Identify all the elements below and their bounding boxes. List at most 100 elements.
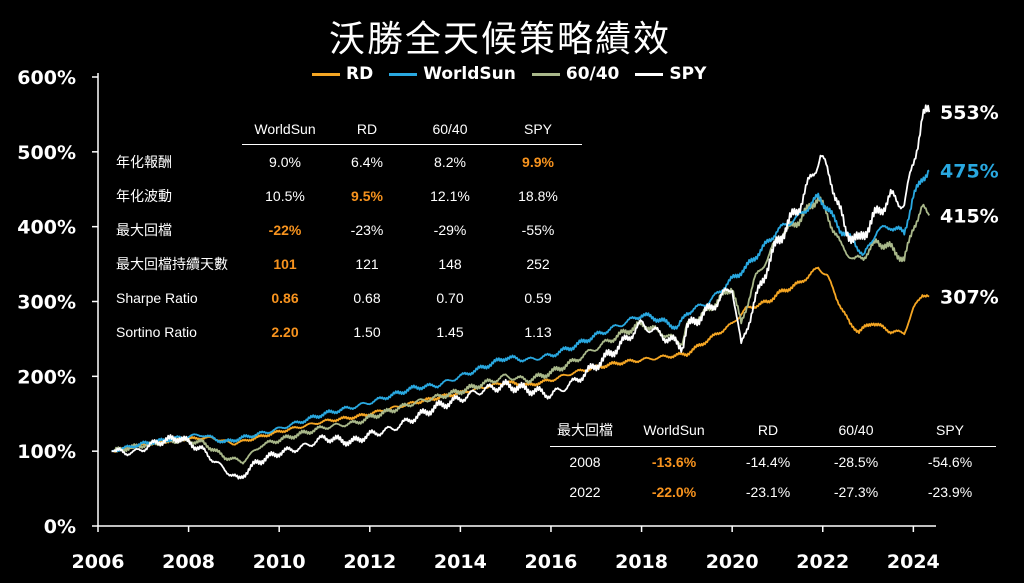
x-tick-label: 2010 <box>253 551 306 573</box>
legend-label-rd: RD <box>346 64 374 84</box>
drawdown-cell: -54.6% <box>927 454 973 470</box>
x-tick-label: 2016 <box>525 551 578 573</box>
stats-cell-highlight: 101 <box>273 256 297 272</box>
stats-cell-highlight: 9.9% <box>522 154 554 170</box>
drawdown-cell: -23.9% <box>927 484 973 500</box>
stats-cell: 18.8% <box>518 188 558 204</box>
stats-row: Sharpe Ratio 0.86 0.68 0.70 0.59 <box>106 281 582 315</box>
stats-cell: 10.5% <box>265 188 305 204</box>
drawdown-row-label: 2008 <box>569 454 601 470</box>
stats-cell: 1.50 <box>353 324 381 340</box>
stats-row-label: 年化波動 <box>116 188 172 204</box>
stats-cell-highlight: 0.86 <box>271 290 299 306</box>
stats-cell: -23% <box>350 222 384 238</box>
drawdown-corner: 最大回檔 <box>550 418 620 447</box>
stats-row-label: 最大回檔持續天數 <box>116 256 228 272</box>
drawdown-cell: -23.1% <box>745 484 791 500</box>
stats-cell: 1.13 <box>524 324 552 340</box>
x-tick-label: 2022 <box>796 551 849 573</box>
end-label-6040: 415% <box>940 205 999 227</box>
stats-cell: 6.4% <box>351 154 383 170</box>
stats-cell: -55% <box>521 222 555 238</box>
legend-item-worldsun: WorldSun <box>389 64 516 84</box>
stats-cell: 0.68 <box>353 290 381 306</box>
y-tick-label: 100% <box>17 441 76 463</box>
stats-cell-highlight: 9.5% <box>351 188 383 204</box>
stats-cell: 252 <box>526 256 550 272</box>
stats-cell: 12.1% <box>430 188 470 204</box>
stats-header: SPY <box>494 120 582 145</box>
legend-swatch-6040 <box>531 72 560 76</box>
drawdown-header-row: 最大回檔 WorldSun RD 60/40 SPY <box>550 418 996 447</box>
stats-row: 年化報酬 9.0% 6.4% 8.2% 9.9% <box>106 145 582 180</box>
stats-row: 最大回檔 -22% -23% -29% -55% <box>106 213 582 247</box>
stats-row-label: 年化報酬 <box>116 153 172 170</box>
stats-header: RD <box>328 120 406 145</box>
drawdown-header: SPY <box>904 418 996 447</box>
stats-cell: -29% <box>433 222 467 238</box>
legend-swatch-worldsun <box>389 72 418 76</box>
end-label-rd: 307% <box>940 286 999 308</box>
series-line-worldsun <box>111 169 930 453</box>
x-tick-label: 2020 <box>706 551 759 573</box>
stats-row: Sortino Ratio 2.20 1.50 1.45 1.13 <box>106 315 582 349</box>
drawdown-cell: -28.5% <box>833 454 879 470</box>
drawdown-cell: -27.3% <box>833 484 879 500</box>
stats-cell: 148 <box>438 256 462 272</box>
stats-header: 60/40 <box>406 120 494 145</box>
x-tick-label: 2024 <box>887 551 940 573</box>
drawdown-cell-highlight: -22.0% <box>651 484 697 500</box>
drawdown-header: WorldSun <box>620 418 728 447</box>
stats-cell: 9.0% <box>269 154 301 170</box>
stats-cell: 8.2% <box>434 154 466 170</box>
stats-cell: 1.45 <box>436 324 464 340</box>
y-tick-label: 500% <box>17 142 76 164</box>
y-tick-label: 200% <box>17 366 76 388</box>
stats-cell: 0.59 <box>524 290 552 306</box>
drawdown-cell-highlight: -13.6% <box>651 454 697 470</box>
stats-cell-highlight: -22% <box>268 222 302 238</box>
stats-row: 最大回檔持續天數 101 121 148 252 <box>106 247 582 281</box>
y-tick-label: 300% <box>17 292 76 314</box>
drawdown-header: 60/40 <box>808 418 904 447</box>
stats-header-row: WorldSun RD 60/40 SPY <box>106 120 582 145</box>
legend-label-6040: 60/40 <box>565 64 620 84</box>
x-tick-label: 2014 <box>434 551 487 573</box>
series-line-6040 <box>111 194 930 465</box>
x-tick-label: 2006 <box>72 551 125 573</box>
x-tick-label: 2012 <box>343 551 396 573</box>
drawdown-header: RD <box>728 418 808 447</box>
y-tick-label: 400% <box>17 217 76 239</box>
series-line-spy <box>111 104 931 480</box>
legend-swatch-spy <box>635 72 664 76</box>
x-tick-label: 2008 <box>162 551 215 573</box>
legend: RD WorldSun 60/40 SPY <box>312 64 706 84</box>
stats-row-label: Sharpe Ratio <box>116 290 198 306</box>
stats-row-label: 最大回檔 <box>116 222 172 238</box>
chart-title: 沃勝全天候策略績效 <box>328 19 671 60</box>
drawdown-cell: -14.4% <box>745 454 791 470</box>
stats-row-label: Sortino Ratio <box>116 324 197 340</box>
stats-cell-highlight: 2.20 <box>271 324 299 340</box>
y-tick-label: 0% <box>44 516 76 538</box>
end-label-spy: 553% <box>940 102 999 124</box>
drawdown-row: 2022 -22.0% -23.1% -27.3% -23.9% <box>550 477 996 507</box>
legend-label-spy: SPY <box>669 64 707 84</box>
drawdown-table: 最大回檔 WorldSun RD 60/40 SPY 2008 -13.6% -… <box>550 418 996 507</box>
y-tick-label: 600% <box>17 67 76 89</box>
legend-label-worldsun: WorldSun <box>423 64 516 84</box>
stats-cell: 121 <box>355 256 379 272</box>
legend-item-spy: SPY <box>635 64 706 84</box>
legend-item-rd: RD <box>312 64 373 84</box>
drawdown-row-label: 2022 <box>569 484 601 500</box>
x-tick-label: 2018 <box>615 551 668 573</box>
stats-cell: 0.70 <box>436 290 464 306</box>
stats-header: WorldSun <box>242 120 328 145</box>
end-label-worldsun: 475% <box>940 161 999 183</box>
legend-item-6040: 60/40 <box>531 64 620 84</box>
stats-table: WorldSun RD 60/40 SPY 年化報酬 9.0% 6.4% 8.2… <box>106 120 582 349</box>
drawdown-row: 2008 -13.6% -14.4% -28.5% -54.6% <box>550 447 996 478</box>
legend-swatch-rd <box>312 72 340 76</box>
stats-row: 年化波動 10.5% 9.5% 12.1% 18.8% <box>106 179 582 213</box>
